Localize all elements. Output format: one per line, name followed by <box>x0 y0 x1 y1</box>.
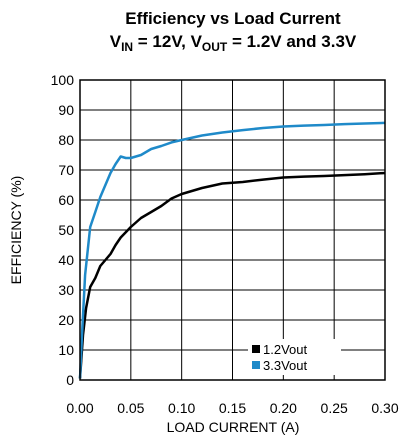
y-tick-label-3: 30 <box>58 282 74 298</box>
y-tick-label-4: 40 <box>58 252 74 268</box>
y-tick-label-5: 50 <box>58 222 74 238</box>
y-tick-label-1: 10 <box>58 342 74 358</box>
subtitle-vout-value: = 1.2V and 3.3V <box>227 32 357 51</box>
legend-background <box>248 339 341 375</box>
series-lines <box>78 121 386 379</box>
y-tick-label-2: 20 <box>58 312 74 328</box>
y-tick-label-8: 80 <box>58 132 74 148</box>
y-tick-label-0: 0 <box>66 372 74 388</box>
legend-swatch-1-2vout <box>252 345 260 353</box>
x-tick-label-3: 0.15 <box>219 400 246 416</box>
subtitle-vin-value: = 12V, <box>133 32 191 51</box>
y-tick-label-7: 70 <box>58 162 74 178</box>
y-tick-label-9: 90 <box>58 102 74 118</box>
legend-label-3-3vout: 3.3Vout <box>263 358 307 373</box>
legend-label-1-2vout: 1.2Vout <box>263 342 307 357</box>
y-tick-labels: 0 10 20 30 40 50 60 70 80 90 100 <box>51 72 75 388</box>
chart-subtitle: VIN = 12V, VOUT = 1.2V and 3.3V <box>110 32 357 54</box>
series-line-1-2vout <box>78 171 386 379</box>
x-tick-label-6: 0.30 <box>371 400 398 416</box>
subtitle-vout-base: V <box>191 32 203 51</box>
x-tick-label-2: 0.10 <box>168 400 195 416</box>
subtitle-vin-base: V <box>110 32 122 51</box>
y-tick-label-10: 100 <box>51 72 75 88</box>
subtitle-vout-sub: OUT <box>202 40 228 54</box>
x-tick-label-0: 0.00 <box>66 400 93 416</box>
x-tick-labels: 0.00 0.05 0.10 0.15 0.20 0.25 0.30 <box>66 400 398 416</box>
x-axis-label: LOAD CURRENT (A) <box>167 419 300 435</box>
y-tick-label-6: 60 <box>58 192 74 208</box>
legend: 1.2Vout 3.3Vout <box>248 339 341 375</box>
subtitle-vin-sub: IN <box>121 40 133 54</box>
x-tick-label-5: 0.25 <box>321 400 348 416</box>
legend-swatch-3-3vout <box>252 361 260 369</box>
series-line-3-3vout <box>78 121 386 379</box>
y-axis-label: EFFICIENCY (%) <box>8 176 24 285</box>
chart-title: Efficiency vs Load Current <box>125 9 341 28</box>
x-tick-label-4: 0.20 <box>270 400 297 416</box>
plot-frame <box>79 79 386 381</box>
x-tick-label-1: 0.05 <box>117 400 144 416</box>
